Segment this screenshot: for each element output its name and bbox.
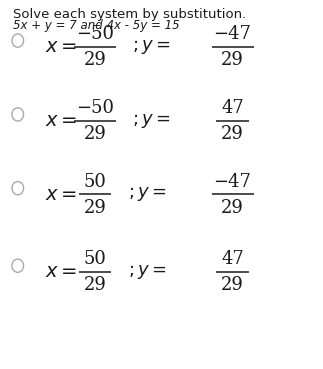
Text: 29: 29 xyxy=(221,51,244,69)
Text: 47: 47 xyxy=(221,251,244,268)
Text: $; \mathit{y} =$: $; \mathit{y} =$ xyxy=(132,38,171,56)
Text: −50: −50 xyxy=(76,99,114,117)
Text: 29: 29 xyxy=(221,276,244,294)
Text: $\mathit{x} =$: $\mathit{x} =$ xyxy=(45,37,78,56)
Text: 5x + y = 7 and 4x - 5y = 15: 5x + y = 7 and 4x - 5y = 15 xyxy=(13,19,180,32)
Text: −50: −50 xyxy=(76,25,114,43)
Text: $\mathit{x} =$: $\mathit{x} =$ xyxy=(45,111,78,130)
Text: 29: 29 xyxy=(221,199,244,217)
Text: $; \mathit{y} =$: $; \mathit{y} =$ xyxy=(128,263,166,281)
Text: 29: 29 xyxy=(84,51,107,69)
Text: $; \mathit{y} =$: $; \mathit{y} =$ xyxy=(132,112,171,130)
Text: $\mathit{x} =$: $\mathit{x} =$ xyxy=(45,185,78,204)
Text: $\mathit{x} =$: $\mathit{x} =$ xyxy=(45,262,78,282)
Text: $; \mathit{y} =$: $; \mathit{y} =$ xyxy=(128,186,166,203)
Text: 29: 29 xyxy=(221,125,244,143)
Text: −47: −47 xyxy=(214,25,252,43)
Text: 29: 29 xyxy=(84,199,107,217)
Text: 29: 29 xyxy=(84,125,107,143)
Text: Solve each system by substitution.: Solve each system by substitution. xyxy=(13,8,246,21)
Text: 50: 50 xyxy=(84,251,107,268)
Text: 47: 47 xyxy=(221,99,244,117)
Text: 50: 50 xyxy=(84,173,107,191)
Text: −47: −47 xyxy=(214,173,252,191)
Text: 29: 29 xyxy=(84,276,107,294)
